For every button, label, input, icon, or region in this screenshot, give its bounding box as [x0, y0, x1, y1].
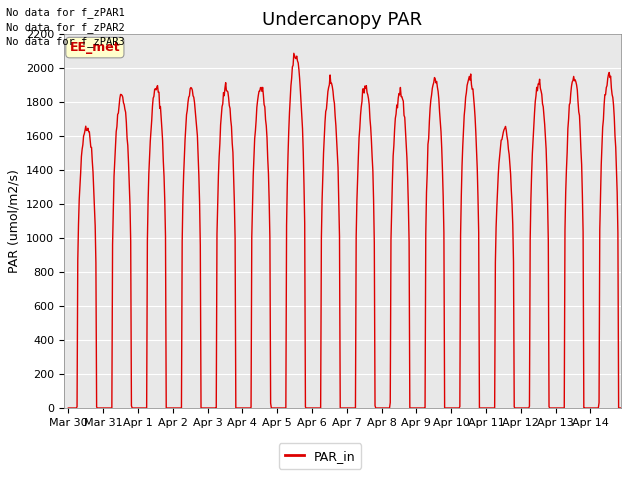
Title: Undercanopy PAR: Undercanopy PAR	[262, 11, 422, 29]
Text: EE_met: EE_met	[70, 41, 120, 54]
Legend: PAR_in: PAR_in	[278, 444, 362, 469]
Text: No data for f_zPAR3: No data for f_zPAR3	[6, 36, 125, 47]
Y-axis label: PAR (umol/m2/s): PAR (umol/m2/s)	[8, 169, 20, 273]
Text: No data for f_zPAR2: No data for f_zPAR2	[6, 22, 125, 33]
Text: No data for f_zPAR1: No data for f_zPAR1	[6, 7, 125, 18]
